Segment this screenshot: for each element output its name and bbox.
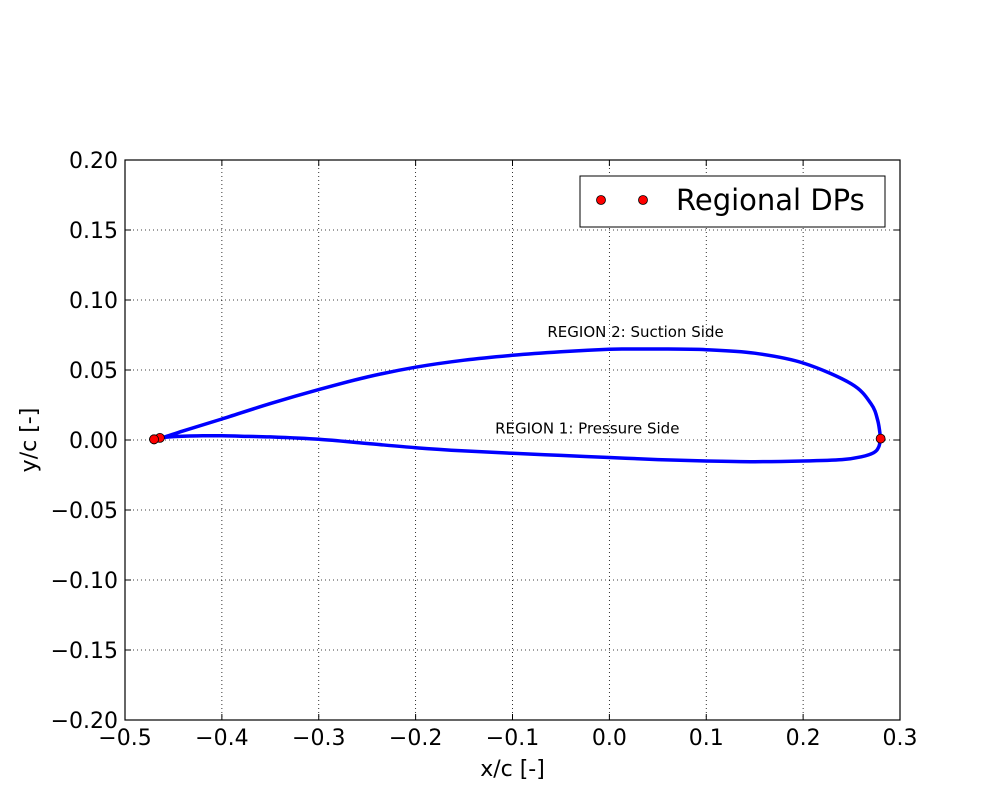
region-annotation: REGION 2: Suction Side <box>547 323 723 341</box>
y-tick-label: −0.05 <box>51 499 118 524</box>
grid-lines <box>125 160 900 720</box>
x-tick-label: −0.4 <box>195 726 248 751</box>
y-tick-label: 0.05 <box>69 359 118 384</box>
x-tick-label: −0.1 <box>486 726 539 751</box>
y-tick-label: 0.20 <box>69 149 118 174</box>
y-tick-label: 0.15 <box>69 219 118 244</box>
y-ticks: 0.20 0.15 0.10 0.05 0.00 −0.05 −0.10 −0.15 −0.20 <box>51 149 900 734</box>
x-ticks: −0.5 −0.4 −0.3 −0.2 −0.1 0.0 0.1 0.2 0.3 <box>98 160 918 751</box>
y-tick-label: 0.10 <box>69 289 118 314</box>
axes-frame <box>124 159 901 721</box>
regional-dp-point <box>875 433 886 444</box>
x-tick-label: 0.3 <box>883 726 918 751</box>
legend-marker <box>596 195 606 205</box>
region-annotation: REGION 1: Pressure Side <box>495 420 679 438</box>
plot-area: REGION 2: Suction Side REGION 1: Pressure… <box>149 323 886 464</box>
x-tick-label: −0.5 <box>98 726 151 751</box>
airfoil-line <box>152 347 883 464</box>
y-tick-label: −0.20 <box>51 709 118 734</box>
x-tick-label: 0.0 <box>592 726 627 751</box>
x-axis-label: x/c [-] <box>480 757 545 782</box>
legend-box <box>579 175 886 228</box>
y-tick-label: −0.10 <box>51 569 118 594</box>
x-tick-label: 0.2 <box>786 726 821 751</box>
y-tick-label: 0.00 <box>69 429 118 454</box>
y-axis-label: y/c [-] <box>17 408 42 473</box>
regional-dp-point <box>149 434 159 445</box>
legend-marker <box>638 195 648 205</box>
x-tick-label: 0.1 <box>689 726 724 751</box>
x-tick-label: −0.3 <box>292 726 345 751</box>
legend: Regional DPs <box>579 175 886 228</box>
y-tick-label: −0.15 <box>51 639 118 664</box>
legend-label: Regional DPs <box>676 183 865 217</box>
x-tick-label: −0.2 <box>389 726 442 751</box>
